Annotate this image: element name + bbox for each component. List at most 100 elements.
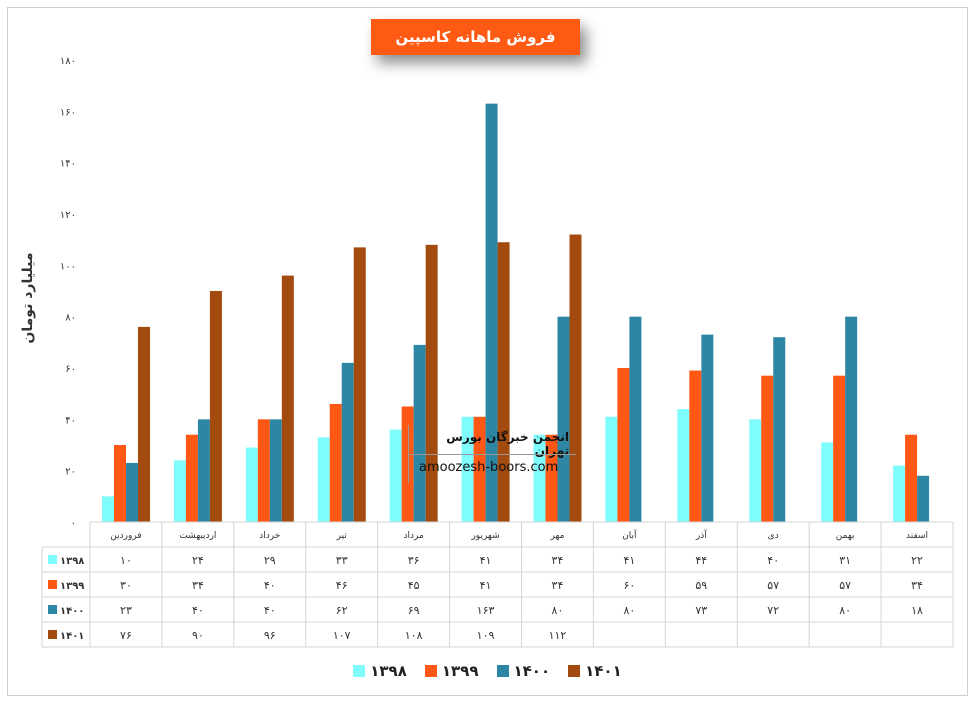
bar-3-1 bbox=[126, 462, 138, 522]
bar-3-8 bbox=[629, 316, 642, 522]
category-label: دی bbox=[768, 531, 779, 541]
table-cell-value: ۲۲ bbox=[911, 554, 923, 567]
category-label: شهریور bbox=[470, 531, 499, 541]
table-series-swatch bbox=[48, 630, 57, 639]
bar-2-6 bbox=[473, 416, 486, 522]
bar-1-5 bbox=[389, 429, 402, 522]
chart-legend: ۱۳۹۸ ۱۳۹۹ ۱۴۰۰ ۱۴۰۱ bbox=[0, 662, 975, 680]
legend-label: ۱۳۹۹ bbox=[441, 662, 479, 680]
bar-3-2 bbox=[197, 419, 210, 522]
bar-2-10 bbox=[761, 375, 774, 522]
table-cell-value: ۳۱ bbox=[839, 554, 851, 567]
bar-3-9 bbox=[701, 334, 714, 522]
table-cell-value: ۲۹ bbox=[264, 554, 276, 567]
category-label: آبان bbox=[622, 529, 637, 541]
category-label: مهر bbox=[549, 531, 564, 541]
table-cell-value: ۱۸ bbox=[911, 604, 923, 617]
y-tick-label: ۱۸۰ bbox=[60, 56, 76, 67]
table-cell-value: ۳۴ bbox=[911, 579, 923, 592]
bar-2-4 bbox=[329, 403, 342, 522]
table-cell-value: ۳۶ bbox=[408, 554, 420, 567]
legend-label: ۱۳۹۸ bbox=[370, 662, 407, 680]
table-cell-value: ۳۴ bbox=[552, 579, 564, 592]
bar-2-7 bbox=[545, 434, 558, 522]
legend-swatch bbox=[568, 665, 581, 677]
legend-label: ۱۴۰۰ bbox=[513, 662, 551, 680]
table-cell-value: ۳۴ bbox=[552, 554, 564, 567]
bar-4-7 bbox=[569, 234, 582, 523]
table-cell-value: ۱۰۷ bbox=[333, 629, 351, 642]
table-series-swatch bbox=[48, 555, 57, 564]
chart-title: فروش ماهانه کاسپین bbox=[371, 19, 580, 55]
legend-swatch bbox=[424, 665, 437, 677]
y-tick-label: ۱۴۰ bbox=[60, 159, 76, 170]
table-cell-value: ۸۰ bbox=[623, 604, 635, 617]
y-tick-label: ۶۰ bbox=[65, 364, 76, 375]
legend-item: ۱۴۰۰ bbox=[496, 662, 551, 680]
category-label: بهمن bbox=[836, 531, 855, 541]
bar-1-11 bbox=[821, 442, 834, 522]
table-cell-value: ۴۶ bbox=[336, 579, 348, 592]
bar-3-5 bbox=[413, 344, 426, 522]
bar-1-2 bbox=[173, 460, 186, 522]
table-cell-value: ۳۰ bbox=[120, 579, 132, 592]
legend-item: ۱۳۹۹ bbox=[424, 662, 479, 680]
table-series-swatch bbox=[48, 605, 57, 614]
bar-1-12 bbox=[893, 465, 906, 522]
table-cell-value: ۴۱ bbox=[623, 554, 635, 567]
table-cell-value: ۸۰ bbox=[839, 604, 851, 617]
bar-2-5 bbox=[401, 406, 414, 522]
table-cell-value: ۹۰ bbox=[192, 629, 204, 642]
watermark: انجمن خبرگان بورس تهران amoozesh-boors.c… bbox=[408, 425, 576, 483]
bar-1-7 bbox=[533, 434, 546, 522]
table-series-label: ۱۴۰۰ bbox=[60, 606, 84, 617]
bar-2-3 bbox=[257, 419, 270, 522]
category-label: مرداد bbox=[403, 531, 423, 541]
table-cell-value: ۷۶ bbox=[120, 629, 132, 642]
table-cell-value: ۷۲ bbox=[767, 604, 779, 617]
table-cell-value: ۷۳ bbox=[695, 604, 707, 617]
table-cell-value: ۶۰ bbox=[623, 579, 635, 592]
table-cell-value: ۵۷ bbox=[839, 579, 851, 592]
bar-1-4 bbox=[317, 437, 330, 522]
bar-2-9 bbox=[689, 370, 702, 522]
table-cell-value: ۵۷ bbox=[767, 579, 779, 592]
y-tick-label: ۴۰ bbox=[65, 415, 76, 426]
table-cell-value: ۴۴ bbox=[695, 554, 707, 567]
bar-4-1 bbox=[138, 326, 150, 522]
table-cell-value: ۱۰۸ bbox=[405, 629, 423, 642]
y-tick-label: ۰ bbox=[71, 518, 76, 529]
bar-4-2 bbox=[209, 291, 222, 522]
y-tick-label: ۸۰ bbox=[65, 313, 76, 324]
category-label: اردیبهشت bbox=[179, 531, 216, 541]
bar-4-4 bbox=[353, 247, 366, 522]
table-cell-value: ۵۹ bbox=[695, 579, 707, 592]
table-cell-value: ۶۲ bbox=[336, 604, 348, 617]
table-series-label: ۱۳۹۸ bbox=[60, 556, 84, 567]
table-cell-value: ۴۰ bbox=[767, 554, 779, 567]
table-cell-value: ۶۹ bbox=[408, 604, 420, 617]
y-tick-label: ۱۶۰ bbox=[60, 107, 76, 118]
bar-4-3 bbox=[281, 275, 294, 522]
category-label: خرداد bbox=[259, 531, 280, 541]
bar-2-11 bbox=[833, 375, 846, 522]
bar-3-6 bbox=[485, 103, 498, 522]
table-cell-value: ۱۰۹ bbox=[477, 629, 495, 642]
watermark-divider bbox=[409, 454, 576, 455]
table-series-label: ۱۳۹۹ bbox=[60, 581, 84, 592]
bar-3-7 bbox=[557, 316, 570, 522]
legend-item: ۱۴۰۱ bbox=[568, 662, 622, 680]
table-cell-value: ۸۰ bbox=[552, 604, 564, 617]
table-cell-value: ۴۵ bbox=[408, 579, 420, 592]
chart-frame bbox=[7, 7, 968, 696]
bar-3-11 bbox=[845, 316, 858, 522]
table-cell-value: ۴۰ bbox=[192, 604, 204, 617]
y-axis-label: میلیارد تومان bbox=[20, 252, 36, 344]
table-cell-value: ۳۳ bbox=[336, 554, 348, 567]
bar-1-10 bbox=[749, 419, 762, 522]
bar-2-8 bbox=[617, 368, 630, 522]
bar-2-12 bbox=[905, 434, 918, 522]
watermark-website: amoozesh-boors.com bbox=[419, 460, 559, 475]
table-cell-value: ۲۳ bbox=[120, 604, 132, 617]
table-cell-value: ۴۰ bbox=[264, 579, 276, 592]
